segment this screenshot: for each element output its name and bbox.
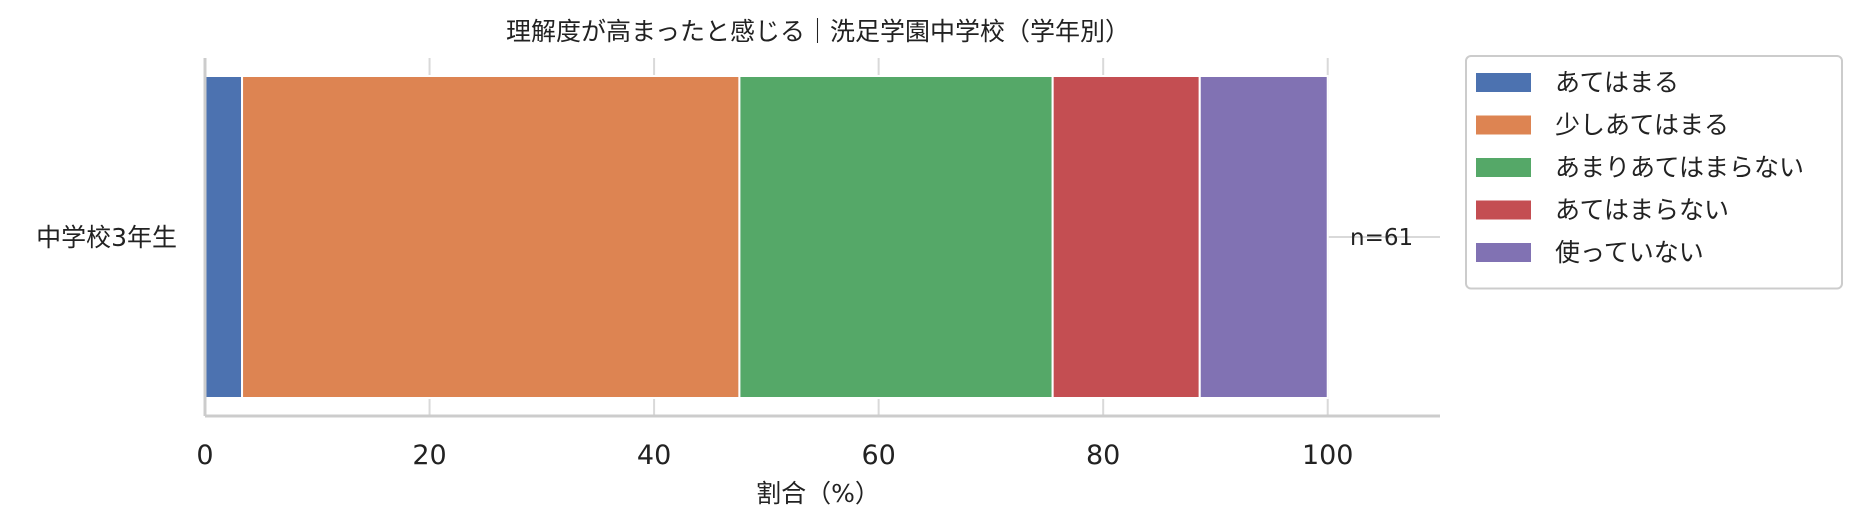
x-tick-label: 40 [637, 440, 671, 471]
legend-frame [1465, 55, 1843, 290]
bar-segment-5 [1198, 75, 1329, 399]
bar-segment-2 [241, 75, 741, 399]
legend-label-5: 使っていない [1555, 238, 1704, 267]
bars [204, 75, 1329, 399]
legend-swatch-4 [1476, 200, 1531, 220]
x-tick-label: 0 [196, 440, 213, 471]
y-category-labels: 中学校3年生 [36, 223, 177, 252]
legend-label-3: あまりあてはまらない [1555, 153, 1804, 182]
x-tick-labels: 0 20 40 60 80 100 [196, 440, 1353, 471]
legend-swatch-2 [1476, 115, 1531, 135]
legend-swatch-1 [1476, 73, 1531, 92]
x-tick-label: 60 [861, 440, 895, 471]
legend-label-2: 少しあてはまる [1555, 111, 1729, 140]
x-tick-label: 100 [1302, 440, 1354, 471]
axes [203, 58, 1440, 418]
legend-label-4: あてはまらない [1555, 196, 1729, 225]
x-axis-label: 割合（%） [756, 479, 880, 508]
legend-swatch-5 [1476, 243, 1531, 262]
bar-segment-3 [738, 75, 1054, 399]
chart-title: 理解度が高まったと感じる｜洗足学園中学校（学年別） [506, 17, 1130, 46]
bar-segment-1 [204, 75, 244, 399]
bar-segment-4 [1051, 75, 1201, 399]
x-tick-label: 20 [412, 440, 446, 471]
legend-swatch-3 [1476, 158, 1531, 177]
sample-size-annotation: n=61 [1350, 225, 1413, 251]
annotations: n=61 [1350, 225, 1413, 251]
y-category-label: 中学校3年生 [36, 223, 177, 252]
legend-label-1: あてはまる [1555, 68, 1679, 97]
x-tick-label: 80 [1086, 440, 1120, 471]
